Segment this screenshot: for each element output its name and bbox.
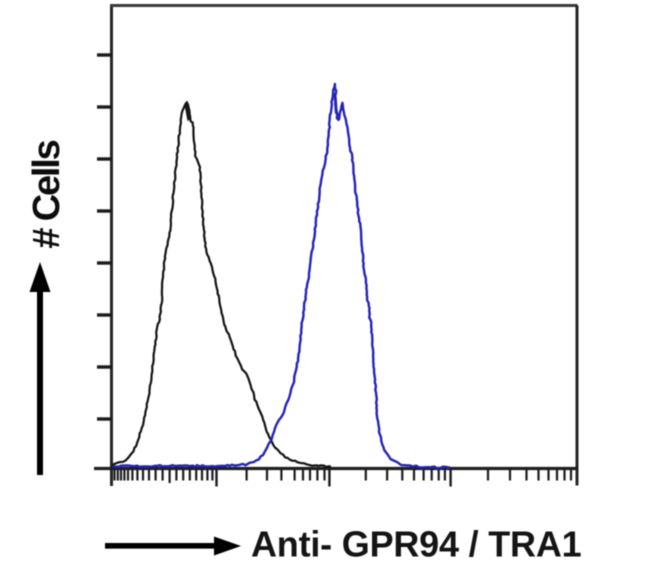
svg-text:# Cells: # Cells — [26, 140, 68, 248]
svg-text:Anti- GPR94 / TRA1: Anti- GPR94 / TRA1 — [251, 524, 582, 565]
